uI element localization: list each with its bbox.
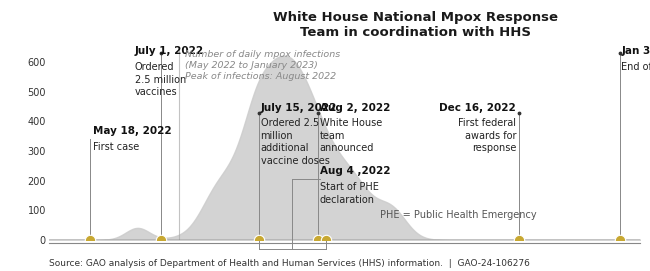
- Text: Dec 16, 2022: Dec 16, 2022: [439, 102, 516, 112]
- Text: July 1, 2022: July 1, 2022: [135, 46, 203, 56]
- Text: Peak of infections: August 2022: Peak of infections: August 2022: [185, 72, 336, 81]
- Text: White House National Mpox Response
Team in coordination with HHS: White House National Mpox Response Team …: [274, 11, 558, 39]
- Text: Source: GAO analysis of Department of Health and Human Services (HHS) informatio: Source: GAO analysis of Department of He…: [49, 259, 530, 268]
- Text: Aug 4 ,2022: Aug 4 ,2022: [320, 166, 390, 176]
- Text: Ordered
2.5 million
vaccines: Ordered 2.5 million vaccines: [135, 62, 186, 97]
- Text: Ordered 2.5
million
additional
vaccine doses: Ordered 2.5 million additional vaccine d…: [261, 118, 330, 166]
- Text: May 18, 2022: May 18, 2022: [93, 126, 172, 136]
- Text: First case: First case: [93, 142, 139, 152]
- Text: Number of daily mpox infections: Number of daily mpox infections: [185, 50, 340, 59]
- Text: First federal
awards for
response: First federal awards for response: [458, 118, 516, 153]
- Text: White House
team
announced: White House team announced: [320, 118, 382, 153]
- Text: Jan 31, 2023: Jan 31, 2023: [621, 46, 650, 56]
- Text: End of PHE: End of PHE: [621, 62, 650, 72]
- Text: PHE = Public Health Emergency: PHE = Public Health Emergency: [380, 210, 537, 220]
- Text: HHS: HHS: [103, 18, 137, 32]
- Text: Aug 2, 2022: Aug 2, 2022: [320, 102, 390, 112]
- Text: Start of PHE
declaration: Start of PHE declaration: [320, 182, 378, 205]
- Text: (May 2022 to January 2023): (May 2022 to January 2023): [185, 61, 318, 70]
- Text: July 15, 2022: July 15, 2022: [261, 102, 337, 112]
